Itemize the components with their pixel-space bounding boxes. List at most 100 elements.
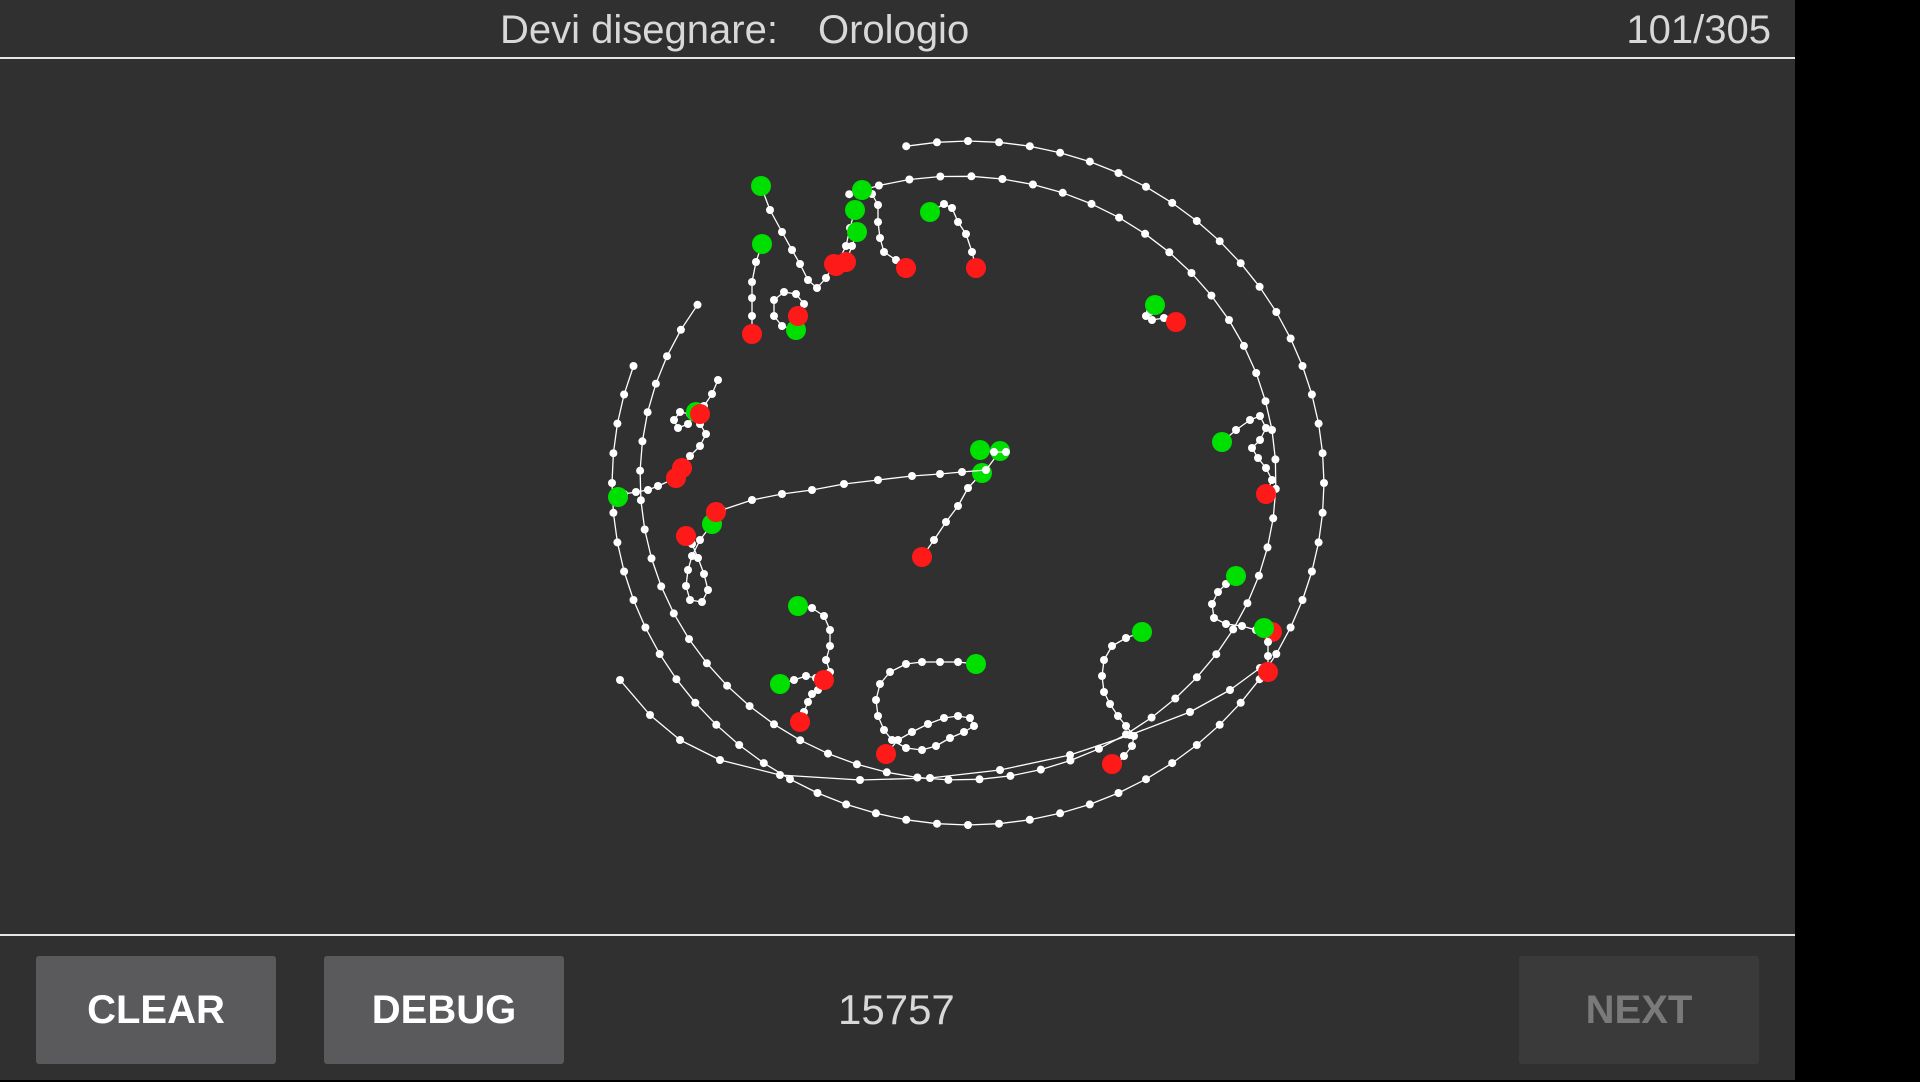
stroke-point — [1255, 282, 1264, 291]
stroke-point — [842, 242, 850, 250]
stroke-point — [647, 554, 656, 563]
stroke-point — [1232, 426, 1240, 434]
stroke-point — [1141, 229, 1150, 238]
stroke-point — [1142, 182, 1150, 191]
stroke-point — [1002, 448, 1010, 456]
stroke-point — [609, 449, 618, 458]
stroke-point — [629, 362, 638, 370]
stroke-end-marker — [666, 468, 686, 488]
stroke-point — [975, 775, 984, 784]
stroke-point — [1168, 759, 1177, 768]
stroke-point — [1171, 694, 1180, 703]
stroke-point — [1272, 650, 1281, 658]
stroke-point — [876, 680, 884, 688]
stroke-point — [905, 175, 914, 184]
stroke-point — [766, 206, 774, 214]
drawing-app: Devi disegnare: Orologio 101/305 CLEAR D… — [0, 0, 1795, 1080]
stroke-point — [654, 482, 662, 490]
stroke-point — [1056, 148, 1065, 157]
next-button[interactable]: NEXT — [1519, 956, 1759, 1064]
stroke-point — [1085, 800, 1094, 809]
stroke-point — [1254, 571, 1263, 580]
stroke-point — [913, 773, 922, 782]
stroke-point — [1087, 199, 1096, 208]
stroke-point — [1025, 142, 1034, 151]
stroke-end-marker — [966, 258, 986, 278]
stroke-point — [629, 596, 638, 604]
stroke-point — [1130, 732, 1138, 740]
stroke-point — [1025, 815, 1034, 824]
stroke-point — [902, 142, 911, 151]
clear-button[interactable]: CLEAR — [36, 956, 276, 1064]
stroke-point — [808, 690, 816, 698]
stroke-line — [760, 185, 835, 289]
stroke-point — [995, 819, 1003, 828]
stroke-point — [822, 274, 830, 282]
stroke-point — [908, 728, 916, 736]
stroke-point — [936, 658, 944, 666]
stroke-point — [824, 749, 832, 758]
stroke-point — [686, 596, 694, 604]
stroke-point — [1094, 744, 1103, 753]
stroke-end-marker — [706, 502, 726, 522]
stroke-point — [871, 809, 880, 818]
stroke-point — [676, 408, 684, 416]
stroke-point — [696, 442, 704, 450]
stroke-start-marker — [1226, 566, 1246, 586]
stroke-point — [930, 536, 938, 544]
stroke-point — [1028, 180, 1037, 189]
stroke-point — [1252, 369, 1261, 377]
stroke-point — [1271, 455, 1280, 464]
stroke-point — [702, 659, 711, 668]
stroke-point — [620, 390, 629, 399]
stroke-end-marker — [676, 526, 696, 546]
stroke-point — [714, 376, 722, 384]
stroke-point — [1286, 623, 1295, 632]
stroke-line — [797, 605, 831, 723]
stroke-start-marker — [1145, 295, 1165, 315]
stroke-point — [638, 437, 647, 446]
stroke-point — [1254, 454, 1262, 462]
stroke-point — [1147, 713, 1156, 722]
stroke-point — [948, 204, 956, 212]
stroke-point — [940, 200, 948, 208]
stroke-point — [1272, 308, 1281, 316]
stroke-point — [918, 746, 926, 754]
stroke-point — [872, 696, 880, 704]
stroke-point — [670, 416, 678, 424]
stroke-line — [861, 189, 907, 269]
stroke-point — [778, 490, 786, 498]
stroke-point — [954, 502, 962, 510]
prompt-label: Devi disegnare: — [500, 8, 778, 52]
stroke-point — [918, 658, 926, 666]
stroke-point — [1006, 771, 1015, 780]
stroke-point — [1262, 464, 1270, 472]
stroke-point — [902, 660, 910, 668]
stroke-start-marker — [608, 487, 628, 507]
stroke-point — [1165, 248, 1174, 257]
stroke-point — [966, 714, 974, 722]
stroke-point — [874, 712, 882, 720]
stroke-point — [620, 567, 629, 576]
stroke-point — [1314, 538, 1323, 547]
stroke-point — [967, 172, 976, 181]
stroke-point — [684, 566, 692, 574]
stroke-point — [636, 466, 645, 475]
stroke-point — [651, 379, 660, 388]
stroke-end-marker — [790, 712, 810, 732]
drawing-canvas[interactable] — [0, 59, 1795, 934]
stroke-point — [716, 756, 724, 764]
stroke-point — [808, 604, 816, 612]
stroke-point — [1100, 688, 1108, 696]
stroke-point — [1114, 712, 1122, 720]
stroke-point — [1168, 198, 1177, 207]
stroke-end-marker — [1102, 754, 1122, 774]
stroke-point — [1066, 751, 1074, 759]
stroke-point — [1222, 620, 1230, 628]
stroke-point — [1236, 259, 1245, 268]
stroke-point — [694, 554, 702, 562]
stroke-end-marker — [788, 306, 808, 326]
stroke-point — [646, 711, 654, 719]
debug-button[interactable]: DEBUG — [324, 956, 564, 1064]
stroke-point — [632, 488, 640, 496]
